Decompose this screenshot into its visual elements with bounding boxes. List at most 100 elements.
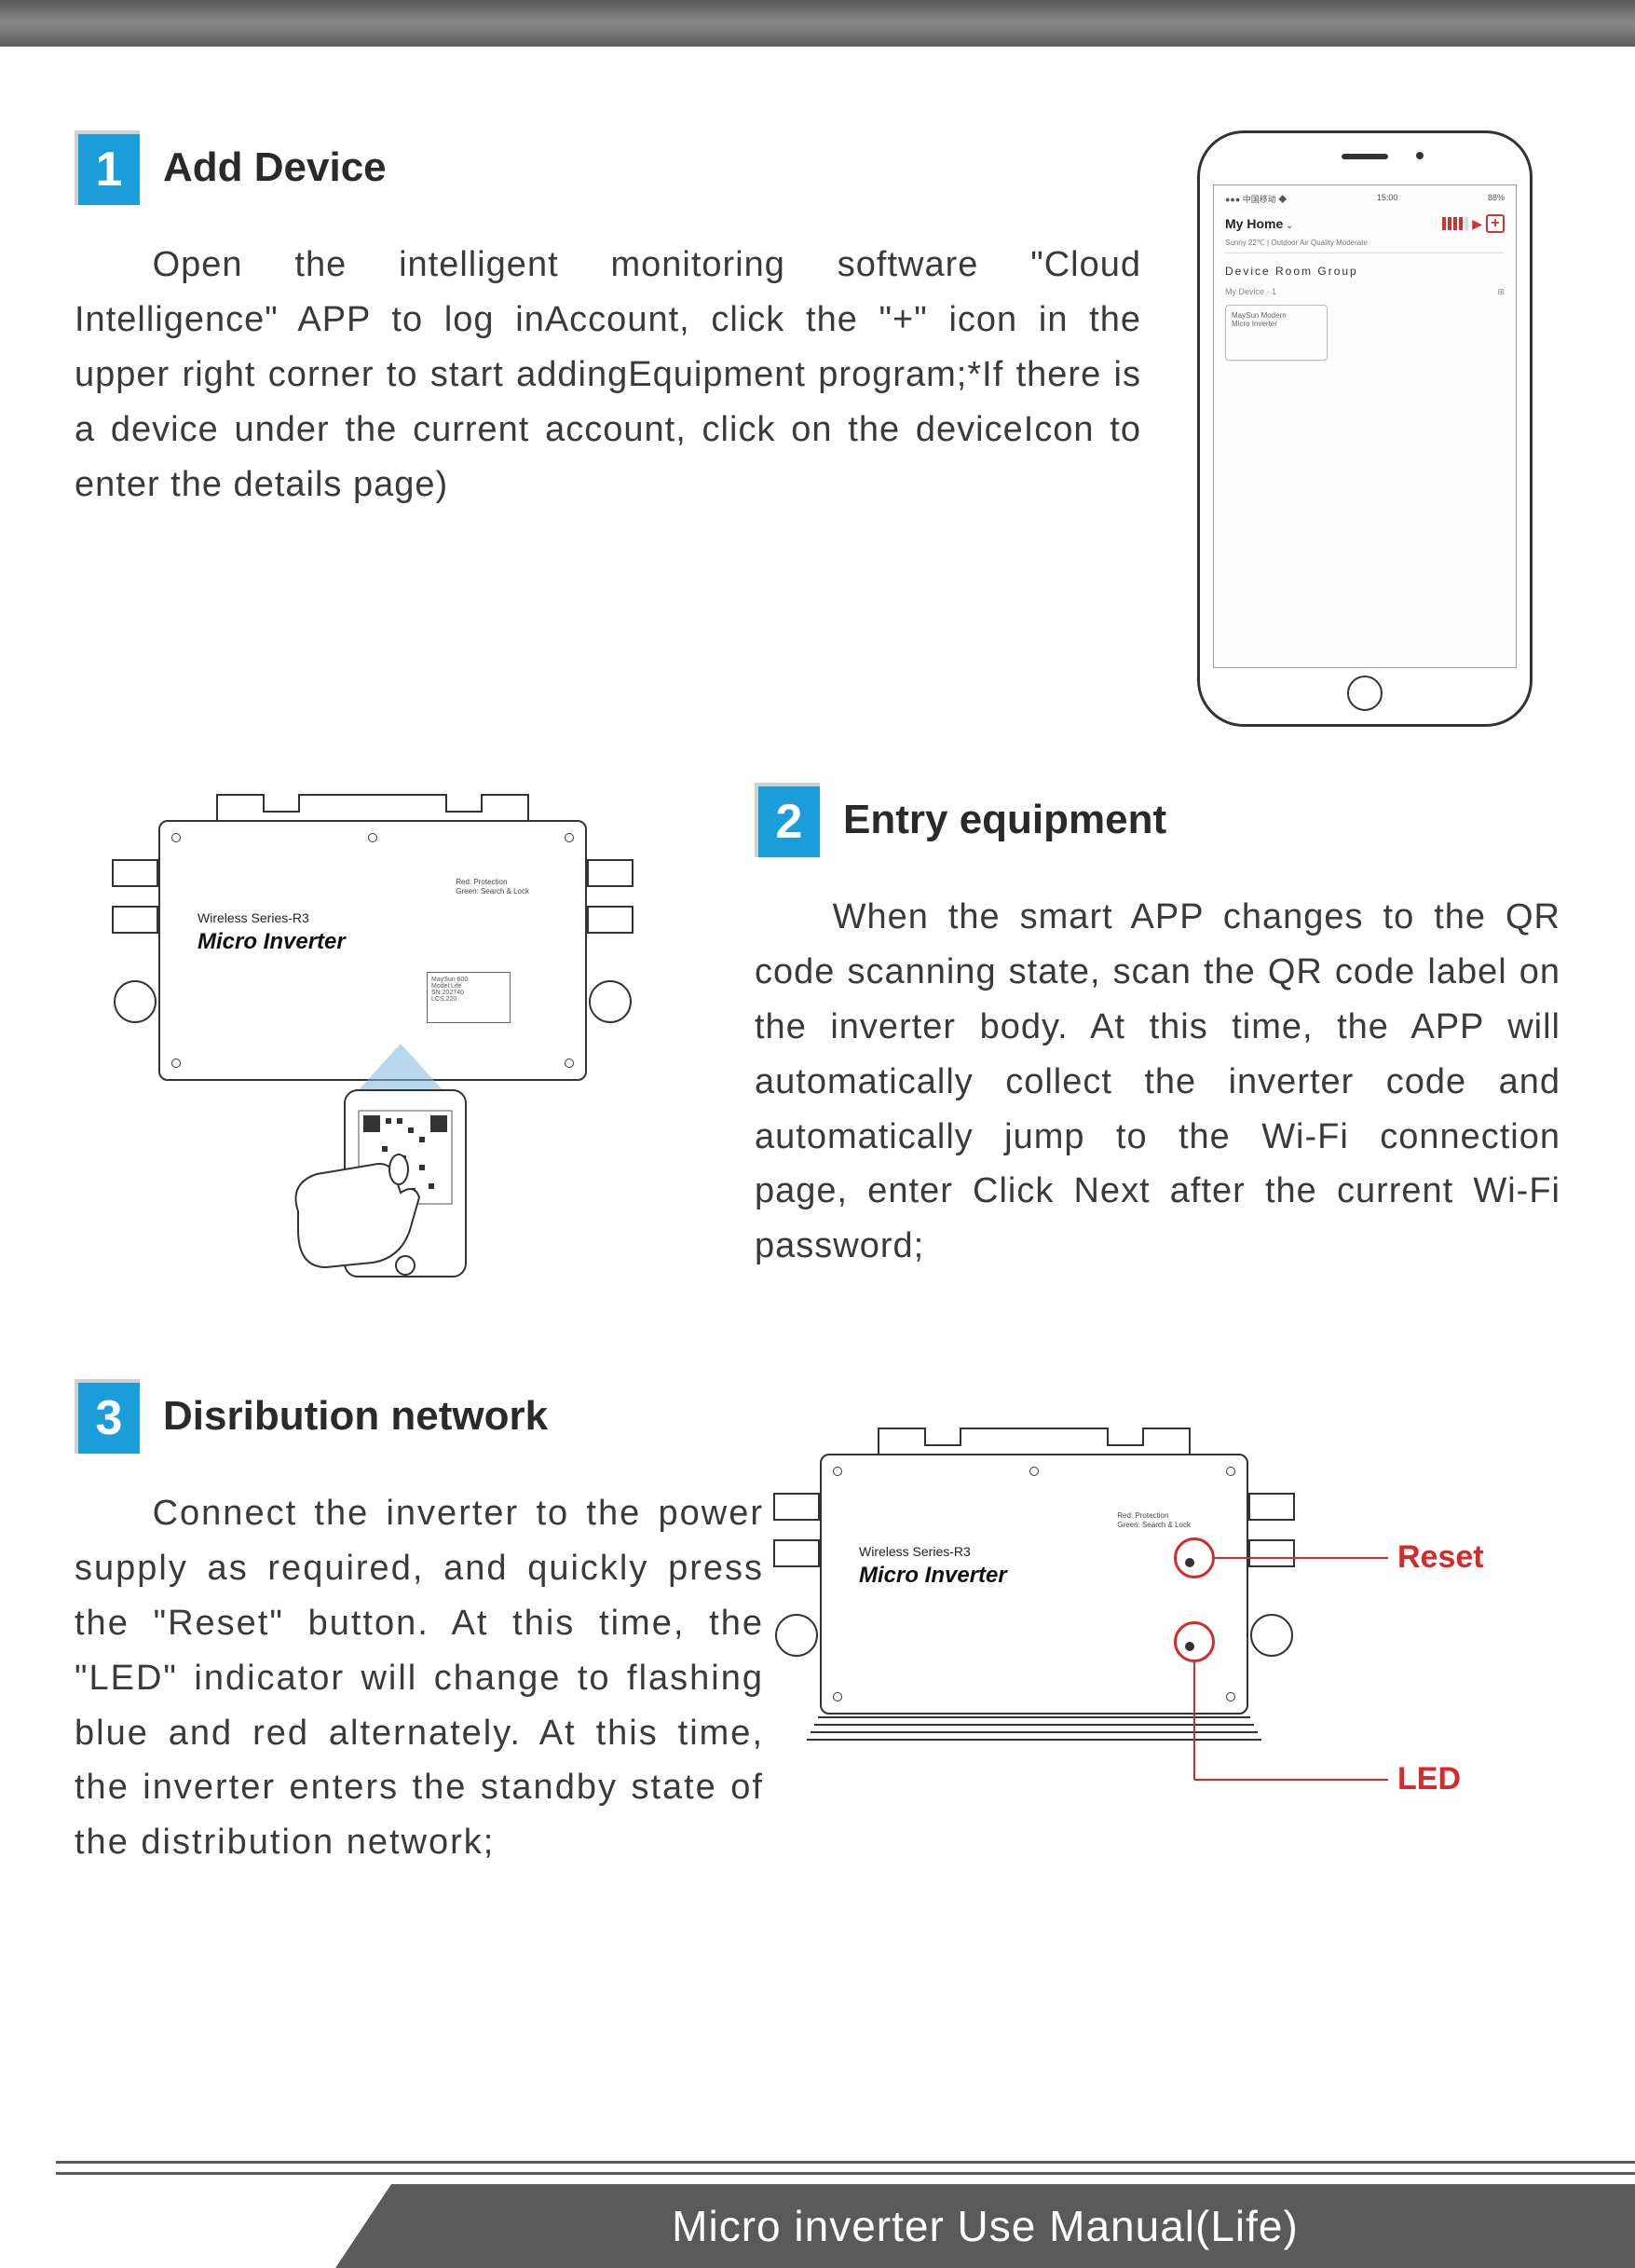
inverter-round-connector [775, 1614, 818, 1657]
section-2: Wireless Series-R3 Micro Inverter Red: P… [75, 783, 1560, 1323]
phone-screen: ●●● 中国移动 ◆ 15:00 88% My Home ⌄ [1213, 184, 1517, 668]
section-3: 3 Disribution network Connect the invert… [75, 1379, 1560, 1870]
device-card-line2: Micro Inverter [1232, 320, 1321, 328]
inverter-fin [807, 1738, 1261, 1741]
screw-icon [833, 1467, 842, 1476]
battery-arrow-icon: ▶ [1472, 216, 1482, 232]
my-device-label: My Device · 1 [1225, 287, 1276, 297]
inverter-connector [773, 1539, 820, 1567]
status-left: ●●● 中国移动 ◆ [1225, 193, 1287, 205]
battery-icon [1442, 217, 1468, 230]
section-2-header: 2 Entry equipment [755, 783, 1560, 857]
step-2-title: Entry equipment [843, 797, 1166, 843]
step-3-body: Connect the inverter to the power supply… [75, 1486, 764, 1870]
status-line: Red: Protection [456, 878, 529, 887]
inverter-name-label: Micro Inverter [198, 929, 346, 955]
grid-icon: ⊞ [1497, 287, 1505, 297]
inverter-diagram: Wireless Series-R3 Micro Inverter Red: P… [820, 1454, 1248, 1715]
inverter-series-label: Wireless Series-R3 [198, 910, 309, 925]
section-1-text: 1 Add Device Open the intelligent monito… [75, 130, 1141, 512]
label-line: Model:Life [431, 983, 506, 990]
screw-icon [565, 1059, 574, 1068]
battery-bar [1442, 217, 1446, 230]
inverter-notch [445, 794, 483, 813]
reset-highlight-circle [1174, 1537, 1215, 1578]
inverter-series-label: Wireless Series-R3 [859, 1544, 971, 1559]
inverter-connector [1248, 1539, 1295, 1567]
led-highlight-circle [1174, 1621, 1215, 1662]
inverter-connector [112, 859, 158, 887]
battery-bar [1459, 217, 1463, 230]
section-2-illustration: Wireless Series-R3 Micro Inverter Red: P… [75, 783, 708, 1323]
my-home-label: My Home [1225, 216, 1283, 231]
step-3-title: Disribution network [163, 1393, 548, 1440]
hand-scanning-phone-icon [289, 1044, 531, 1323]
status-line: Green: Search & Lock [456, 887, 529, 896]
inverter-diagram: Wireless Series-R3 Micro Inverter Red: P… [158, 820, 587, 1081]
screw-icon [171, 1059, 181, 1068]
screw-icon [1226, 1692, 1235, 1701]
screw-icon [1226, 1467, 1235, 1476]
battery-bar [1465, 217, 1468, 230]
my-device-row: My Device · 1 ⊞ [1225, 287, 1505, 297]
phone-speaker [1342, 154, 1388, 159]
label-line: SN:202740 [431, 990, 506, 996]
inverter-round-connector [114, 980, 157, 1023]
footer-title: Micro inverter Use Manual(Life) [672, 2201, 1299, 2251]
section-3-header: 3 Disribution network [75, 1379, 764, 1454]
step-1-badge: 1 [75, 130, 140, 205]
footer-rule [56, 2161, 1635, 2164]
inverter-fin [818, 1715, 1250, 1718]
phone-camera [1416, 152, 1424, 159]
inverter-notch [1107, 1428, 1144, 1446]
chevron-down-icon: ⌄ [1286, 221, 1293, 231]
label-line: MaySun 600 [431, 977, 506, 983]
device-card: MaySun Modern Micro Inverter [1225, 305, 1328, 361]
screw-icon [833, 1692, 842, 1701]
phone-home-row: My Home ⌄ ▶ + [1225, 214, 1505, 233]
inverter-round-connector [589, 980, 632, 1023]
label-line: LCS:220 [431, 996, 506, 1003]
step-3-badge: 3 [75, 1379, 140, 1454]
section-3-text: 3 Disribution network Connect the invert… [75, 1379, 764, 1870]
footer-rule [56, 2172, 1635, 2175]
inverter-connector [587, 859, 634, 887]
step-1-title: Add Device [163, 144, 387, 191]
weather-row: Sunny 22℃ | Outdoor Air Quality Moderate [1225, 239, 1505, 253]
inverter-connector [587, 906, 634, 934]
inverter-status-text: Red: Protection Green: Search & Lock [1117, 1511, 1191, 1529]
inverter-notch [263, 794, 300, 813]
footer-title-bar: Micro inverter Use Manual(Life) [335, 2184, 1635, 2268]
battery-bar [1448, 217, 1451, 230]
step-2-body: When the smart APP changes to the QR cod… [755, 890, 1560, 1274]
section-1-illustration: ●●● 中国移动 ◆ 15:00 88% My Home ⌄ [1197, 130, 1560, 727]
section-2-text: 2 Entry equipment When the smart APP cha… [755, 783, 1560, 1274]
status-line: Red: Protection [1117, 1511, 1191, 1521]
inverter-fin [814, 1723, 1254, 1726]
add-device-plus-icon: + [1486, 214, 1505, 233]
status-right: 88% [1488, 193, 1505, 205]
section-1: 1 Add Device Open the intelligent monito… [75, 130, 1560, 727]
inverter-connector [1248, 1493, 1295, 1521]
tabs-row: Device Room Group [1225, 265, 1505, 278]
screw-icon [171, 833, 181, 842]
status-line: Green: Search & Lock [1117, 1521, 1191, 1530]
phone-mock: ●●● 中国移动 ◆ 15:00 88% My Home ⌄ [1197, 130, 1533, 727]
inverter-status-text: Red: Protection Green: Search & Lock [456, 878, 529, 895]
reset-callout-label: Reset [1397, 1539, 1484, 1576]
device-card-line1: MaySun Modern [1232, 311, 1321, 320]
inverter-fin [811, 1730, 1258, 1733]
inverter-connector [773, 1493, 820, 1521]
phone-home-button [1347, 676, 1383, 711]
page-footer: Micro inverter Use Manual(Life) [0, 2166, 1635, 2268]
top-gradient-bar [0, 0, 1635, 47]
section-3-illustration: Wireless Series-R3 Micro Inverter Red: P… [792, 1379, 1560, 1864]
step-2-badge: 2 [755, 783, 820, 857]
section-1-header: 1 Add Device [75, 130, 1141, 205]
status-time: 15:00 [1377, 193, 1398, 205]
screw-icon [1029, 1467, 1039, 1476]
step-1-body: Open the intelligent monitoring software… [75, 238, 1141, 512]
inverter-notch [924, 1428, 961, 1446]
inverter-qr-label: MaySun 600 Model:Life SN:202740 LCS:220 [427, 972, 511, 1023]
phone-status-bar: ●●● 中国移动 ◆ 15:00 88% [1225, 193, 1505, 205]
